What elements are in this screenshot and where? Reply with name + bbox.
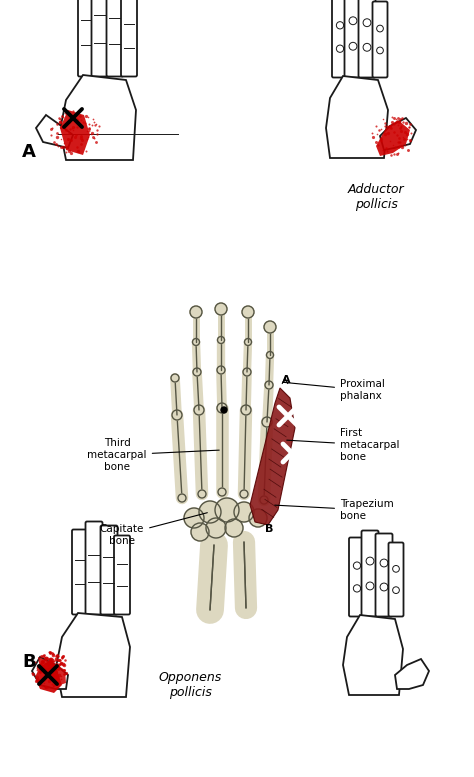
Circle shape [264, 321, 276, 333]
Circle shape [194, 405, 204, 415]
Circle shape [218, 336, 225, 343]
FancyBboxPatch shape [107, 0, 124, 76]
Circle shape [234, 502, 254, 522]
Text: Capitate
bone: Capitate bone [100, 513, 207, 545]
Circle shape [260, 496, 268, 504]
Circle shape [217, 366, 225, 374]
Polygon shape [36, 115, 73, 148]
Text: Adductor
pollicis: Adductor pollicis [348, 183, 404, 211]
FancyBboxPatch shape [91, 0, 109, 76]
Circle shape [190, 306, 202, 318]
Circle shape [215, 303, 227, 315]
Circle shape [178, 494, 186, 502]
Text: Opponens
pollicis: Opponens pollicis [158, 671, 222, 699]
Circle shape [193, 368, 201, 376]
Text: B: B [22, 653, 36, 671]
Polygon shape [35, 660, 62, 693]
FancyBboxPatch shape [358, 0, 375, 78]
Polygon shape [326, 76, 388, 158]
Polygon shape [250, 388, 295, 525]
Circle shape [217, 403, 227, 413]
Circle shape [265, 381, 273, 389]
FancyBboxPatch shape [332, 0, 348, 78]
Circle shape [266, 351, 273, 358]
FancyBboxPatch shape [100, 525, 118, 615]
Text: A: A [22, 143, 36, 161]
Circle shape [172, 410, 182, 420]
Text: First
metacarpal
bone: First metacarpal bone [287, 428, 400, 462]
Polygon shape [395, 659, 429, 689]
FancyBboxPatch shape [349, 538, 365, 616]
FancyBboxPatch shape [345, 0, 362, 78]
FancyBboxPatch shape [72, 529, 88, 615]
FancyBboxPatch shape [78, 0, 94, 76]
Circle shape [171, 374, 179, 382]
Text: A: A [282, 375, 291, 385]
Polygon shape [343, 615, 403, 695]
Polygon shape [56, 613, 130, 697]
Circle shape [241, 405, 251, 415]
Circle shape [249, 509, 267, 527]
FancyBboxPatch shape [389, 542, 403, 616]
Circle shape [191, 523, 209, 541]
Polygon shape [376, 120, 410, 156]
Circle shape [206, 518, 226, 538]
Polygon shape [380, 118, 416, 150]
Polygon shape [60, 75, 136, 160]
Circle shape [218, 488, 226, 496]
Text: B: B [265, 524, 273, 534]
Circle shape [225, 519, 243, 537]
Text: Third
metacarpal
bone: Third metacarpal bone [87, 438, 219, 472]
Circle shape [184, 508, 204, 528]
FancyBboxPatch shape [85, 521, 102, 615]
Polygon shape [60, 110, 90, 155]
Circle shape [215, 498, 239, 522]
Polygon shape [38, 657, 66, 685]
Circle shape [199, 501, 221, 523]
Circle shape [245, 339, 252, 346]
Circle shape [240, 490, 248, 498]
Polygon shape [32, 657, 68, 689]
FancyBboxPatch shape [114, 535, 130, 615]
Circle shape [242, 306, 254, 318]
Circle shape [243, 368, 251, 376]
FancyBboxPatch shape [121, 0, 137, 76]
Circle shape [262, 417, 272, 427]
Circle shape [198, 490, 206, 498]
FancyBboxPatch shape [375, 534, 392, 616]
Text: Trapezium
bone: Trapezium bone [275, 499, 394, 521]
Circle shape [192, 339, 200, 346]
FancyBboxPatch shape [362, 531, 379, 616]
Text: Proximal
phalanx: Proximal phalanx [283, 379, 385, 401]
Circle shape [221, 407, 227, 413]
FancyBboxPatch shape [373, 2, 388, 78]
